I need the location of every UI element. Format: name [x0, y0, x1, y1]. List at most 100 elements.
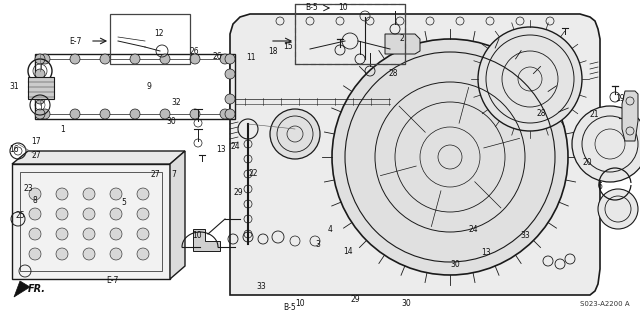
- Text: 15: 15: [283, 42, 293, 51]
- Text: 3: 3: [315, 240, 320, 249]
- Text: 25: 25: [15, 211, 26, 220]
- Circle shape: [130, 54, 140, 64]
- Text: 8: 8: [33, 196, 38, 205]
- Circle shape: [220, 54, 230, 64]
- Text: 12: 12: [154, 29, 163, 38]
- Circle shape: [40, 109, 50, 119]
- Circle shape: [56, 188, 68, 200]
- Text: 21: 21: [589, 110, 598, 119]
- Text: 6: 6: [598, 182, 603, 191]
- Text: 32: 32: [171, 98, 181, 107]
- Text: 4: 4: [327, 225, 332, 234]
- Circle shape: [35, 69, 45, 79]
- Circle shape: [130, 109, 140, 119]
- Text: 17: 17: [31, 137, 41, 146]
- Circle shape: [29, 188, 41, 200]
- Text: 26: 26: [189, 47, 199, 56]
- Text: 20: 20: [582, 158, 593, 167]
- Circle shape: [70, 54, 80, 64]
- Text: FR.: FR.: [28, 284, 46, 294]
- Circle shape: [83, 228, 95, 240]
- Circle shape: [110, 188, 122, 200]
- Circle shape: [225, 94, 235, 104]
- Text: 30: 30: [166, 117, 177, 126]
- Circle shape: [160, 54, 170, 64]
- Circle shape: [56, 228, 68, 240]
- Text: 31: 31: [9, 82, 19, 91]
- Polygon shape: [12, 164, 170, 279]
- Text: B-5: B-5: [305, 4, 317, 12]
- Text: 1: 1: [60, 125, 65, 134]
- Bar: [20, 172, 162, 271]
- Text: S023-A2200 A: S023-A2200 A: [580, 301, 630, 307]
- Text: 2: 2: [399, 34, 404, 43]
- Text: 13: 13: [481, 248, 492, 256]
- Circle shape: [190, 54, 200, 64]
- Text: 18: 18: [269, 47, 278, 56]
- Circle shape: [332, 39, 568, 275]
- Text: 10: 10: [192, 231, 202, 240]
- Circle shape: [56, 248, 68, 260]
- Bar: [295, 4, 405, 64]
- Polygon shape: [622, 91, 638, 141]
- Text: 9: 9: [147, 82, 152, 91]
- Circle shape: [56, 208, 68, 220]
- Polygon shape: [170, 151, 185, 279]
- Text: 19: 19: [614, 94, 625, 103]
- Bar: [110, 14, 190, 64]
- Circle shape: [225, 69, 235, 79]
- Circle shape: [220, 109, 230, 119]
- Circle shape: [598, 189, 638, 229]
- Circle shape: [137, 228, 149, 240]
- Text: 28: 28: [536, 109, 545, 118]
- Circle shape: [160, 109, 170, 119]
- Polygon shape: [193, 229, 220, 251]
- Circle shape: [40, 54, 50, 64]
- Circle shape: [35, 54, 45, 64]
- Polygon shape: [14, 281, 30, 297]
- Text: 30: 30: [401, 299, 412, 308]
- Circle shape: [225, 54, 235, 64]
- Bar: [35, 54, 235, 119]
- Text: 23: 23: [23, 184, 33, 193]
- Text: 14: 14: [342, 247, 353, 256]
- Circle shape: [70, 109, 80, 119]
- Circle shape: [270, 109, 320, 159]
- Circle shape: [137, 188, 149, 200]
- Text: 11: 11: [246, 53, 255, 62]
- Text: 7: 7: [172, 170, 177, 179]
- Circle shape: [110, 248, 122, 260]
- Text: 28: 28: [389, 69, 398, 78]
- Circle shape: [190, 109, 200, 119]
- Circle shape: [29, 228, 41, 240]
- Circle shape: [35, 94, 45, 104]
- Circle shape: [100, 54, 110, 64]
- Text: E-7: E-7: [70, 36, 82, 46]
- Circle shape: [478, 27, 582, 131]
- Text: E-7: E-7: [106, 276, 118, 285]
- Text: 5: 5: [121, 198, 126, 207]
- Circle shape: [35, 109, 45, 119]
- Circle shape: [83, 208, 95, 220]
- Circle shape: [29, 248, 41, 260]
- Text: 33: 33: [520, 231, 530, 240]
- Circle shape: [110, 228, 122, 240]
- Text: 22: 22: [248, 169, 257, 178]
- Polygon shape: [385, 34, 420, 54]
- Text: 13: 13: [216, 145, 226, 154]
- Text: 24: 24: [468, 225, 479, 234]
- Circle shape: [110, 208, 122, 220]
- Text: 30: 30: [451, 260, 461, 269]
- Circle shape: [137, 248, 149, 260]
- Text: 26: 26: [212, 52, 223, 61]
- Circle shape: [83, 188, 95, 200]
- Text: 27: 27: [31, 151, 41, 160]
- Circle shape: [83, 248, 95, 260]
- Polygon shape: [230, 14, 600, 295]
- Circle shape: [100, 109, 110, 119]
- Circle shape: [225, 109, 235, 119]
- Text: 33: 33: [256, 282, 266, 291]
- Text: B-5: B-5: [283, 303, 296, 312]
- Circle shape: [572, 106, 640, 182]
- Bar: [41, 59, 229, 114]
